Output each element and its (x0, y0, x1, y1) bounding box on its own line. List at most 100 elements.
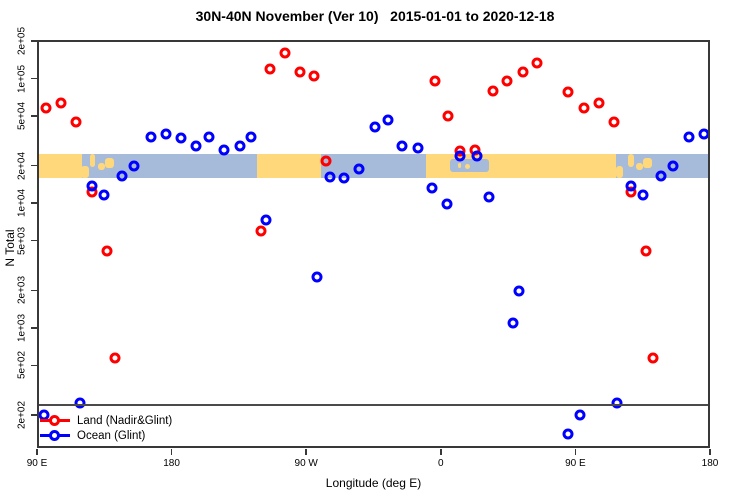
ocean-data-point (324, 171, 336, 183)
land-data-point (55, 97, 67, 109)
x-axis-tick-label: 90 E (565, 458, 586, 469)
ocean-data-point (637, 189, 649, 201)
y-axis-tick-label: 5e+03 (16, 226, 28, 255)
y-axis-tick (31, 40, 37, 42)
ocean-data-point (683, 131, 695, 143)
land-data-point (501, 75, 513, 87)
map-strip-land (615, 165, 624, 178)
y-axis-tick (31, 77, 37, 80)
land-data-point (308, 70, 320, 82)
land-data-point (578, 102, 590, 114)
ocean-data-point (353, 163, 365, 175)
x-axis-tick (305, 449, 307, 455)
chart-title: 30N-40N November (Ver 10) 2015-01-01 to … (195, 8, 555, 24)
land-legend-circle-icon (49, 415, 60, 426)
land-data-point (487, 85, 499, 97)
map-strip-land (37, 153, 82, 178)
land-data-point (640, 245, 652, 257)
land-data-point (442, 110, 454, 122)
ocean-data-point (175, 132, 187, 144)
x-axis-tick-label: 180 (701, 458, 719, 469)
ocean-data-point (116, 170, 128, 182)
y-axis-tick-label: 1e+04 (16, 189, 28, 218)
land-data-point (562, 86, 574, 98)
legend-item-land: Land (Nadir&Glint) (40, 413, 172, 428)
legend-label-land: Land (Nadir&Glint) (77, 414, 173, 427)
ocean-data-point (369, 121, 381, 133)
land-data-point (70, 116, 82, 128)
y-axis-tick (31, 327, 37, 329)
map-strip-island (465, 163, 470, 169)
y-axis-tick-label: 2e+02 (16, 400, 28, 430)
legend: Land (Nadir&Glint) Ocean (Glint) (40, 413, 172, 443)
map-strip-land (90, 153, 96, 167)
y-axis-tick-label: 1e+05 (16, 64, 28, 93)
ocean-data-point (382, 114, 394, 126)
ocean-data-point (471, 150, 483, 162)
ocean-data-point (483, 191, 495, 203)
ocean-data-point (454, 150, 466, 162)
x-axis-tick-label: 90 E (26, 458, 48, 469)
threshold-line (37, 404, 710, 406)
ocean-data-point (245, 131, 257, 143)
land-data-point (294, 66, 306, 78)
legend-item-ocean: Ocean (Glint) (40, 428, 172, 443)
ocean-data-point (86, 180, 98, 192)
y-axis-tick (31, 364, 37, 367)
ocean-data-point (160, 128, 172, 140)
ocean-series-marker-icon (40, 430, 70, 441)
ocean-data-point (260, 214, 272, 226)
ocean-data-point (98, 189, 110, 201)
x-axis-tick (440, 449, 442, 455)
ocean-data-point (412, 142, 424, 154)
land-data-point (109, 352, 121, 364)
y-axis-tick-label: 2e+03 (16, 276, 28, 305)
map-strip-land (628, 153, 634, 167)
land-series-marker-icon (40, 415, 70, 426)
ocean-data-point (311, 271, 323, 283)
land-data-point (320, 155, 332, 166)
ocean-data-point (74, 397, 86, 409)
y-axis-tick-label: 2e+04 (16, 151, 28, 180)
land-data-point (40, 102, 52, 114)
ocean-data-point (507, 317, 519, 329)
land-data-point (279, 47, 291, 59)
x-axis-tick (36, 449, 38, 455)
y-axis-tick (31, 115, 37, 117)
ocean-data-point (145, 131, 157, 143)
y-axis-tick (31, 239, 37, 242)
x-axis-tick-label: 180 (163, 458, 180, 469)
y-axis-tick-label: 5e+02 (16, 351, 28, 380)
ocean-data-point (611, 397, 623, 409)
map-strip-land (635, 162, 644, 170)
x-axis-tick-label: 90 W (294, 458, 318, 469)
ocean-data-point (655, 170, 667, 182)
land-data-point (593, 97, 605, 109)
land-data-point (517, 66, 529, 78)
ocean-data-point (426, 182, 438, 194)
ocean-data-point (128, 160, 140, 172)
x-axis-tick (709, 449, 711, 455)
land-data-point (647, 352, 659, 364)
ocean-data-point (513, 285, 525, 297)
map-strip-land (643, 157, 653, 168)
map-strip-land (81, 165, 89, 178)
y-axis-tick-label: 2e+05 (16, 26, 28, 56)
ocean-data-point (625, 180, 637, 192)
x-axis-tick (574, 449, 577, 455)
x-axis-title: Longitude (deg E) (325, 476, 422, 490)
ocean-data-point (396, 140, 408, 152)
y-axis-tick-label: 1e+03 (16, 313, 28, 342)
land-data-point (255, 225, 267, 237)
y-axis-tick (31, 289, 37, 292)
ocean-data-point (190, 140, 202, 152)
ocean-data-point (218, 144, 230, 156)
y-axis-tick (31, 414, 37, 416)
land-data-point (429, 75, 441, 87)
ocean-data-point (574, 409, 586, 421)
map-strip-land (256, 153, 322, 178)
y-axis-tick-label: 5e+04 (16, 102, 28, 131)
x-axis-tick-label: 0 (438, 458, 444, 469)
land-data-point (264, 63, 276, 75)
